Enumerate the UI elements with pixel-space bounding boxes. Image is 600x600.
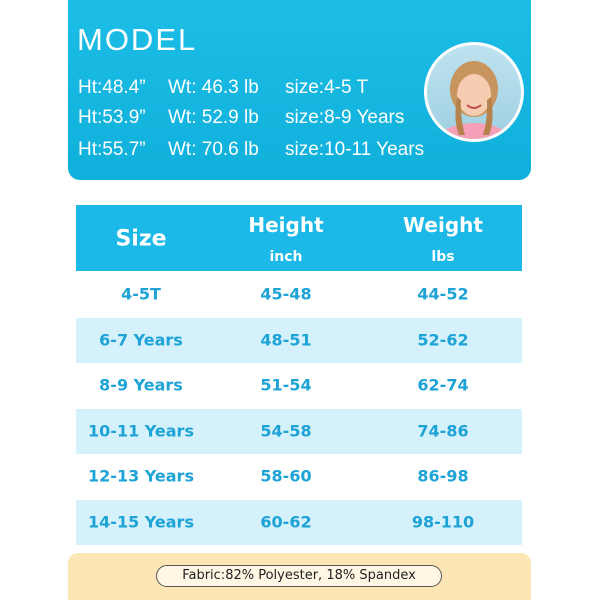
model-spec: Ht:48.4” — [78, 77, 146, 98]
table-row — [76, 408, 522, 454]
column-title: Height — [248, 213, 324, 237]
column-title: Weight — [403, 213, 483, 237]
table-cell: 58-60 — [260, 466, 312, 486]
size-table: Size Height inch Weight lbs 4-5T 45-48 44-52 6-7… — [76, 205, 522, 545]
table-row — [76, 317, 522, 363]
table-cell: 74-86 — [417, 421, 469, 440]
model-spec: Wt: 46.3 lb — [168, 77, 259, 98]
table-cell: 60-62 — [260, 512, 312, 531]
table-cell: 4-5T — [121, 284, 161, 304]
table-cell: 10-11 Years — [88, 421, 194, 440]
table-row — [76, 363, 522, 408]
column-unit: lbs — [431, 249, 455, 265]
table-cell: 52-62 — [417, 330, 469, 349]
table-cell: 86-98 — [417, 466, 469, 486]
model-spec: size:4-5 T — [285, 77, 369, 98]
table-cell: 54-58 — [260, 421, 312, 440]
column-title: Size — [115, 226, 167, 252]
column-unit: inch — [269, 249, 303, 265]
table-row — [76, 272, 522, 317]
table-cell: 6-7 Years — [99, 330, 183, 349]
table-cell: 8-9 Years — [99, 375, 183, 395]
fabric-label: Fabric:82% Polyester, 18% Spandex — [156, 565, 442, 587]
photo-drawing — [435, 61, 513, 139]
table-row — [76, 499, 522, 545]
model-spec: Ht:55.7” — [78, 139, 146, 160]
model-photo — [424, 42, 524, 142]
model-title: MODEL — [77, 22, 198, 57]
table-cell: 45-48 — [260, 284, 312, 304]
table-cell: 44-52 — [417, 284, 469, 304]
table-cell: 98-110 — [411, 512, 475, 531]
model-spec: Wt: 52.9 lb — [168, 107, 259, 128]
table-row — [76, 454, 522, 499]
model-spec: size:10-11 Years — [285, 139, 425, 160]
table-cell: 51-54 — [260, 375, 312, 395]
table-header — [76, 205, 522, 271]
table-cell: 14-15 Years — [88, 512, 194, 531]
table-cell: 62-74 — [417, 375, 469, 395]
table-cell: 12-13 Years — [88, 466, 194, 486]
model-spec: size:8-9 Years — [285, 107, 405, 128]
table-cell: 48-51 — [260, 330, 312, 349]
model-spec: Ht:53.9” — [78, 107, 146, 128]
model-spec: Wt: 70.6 lb — [168, 139, 259, 160]
